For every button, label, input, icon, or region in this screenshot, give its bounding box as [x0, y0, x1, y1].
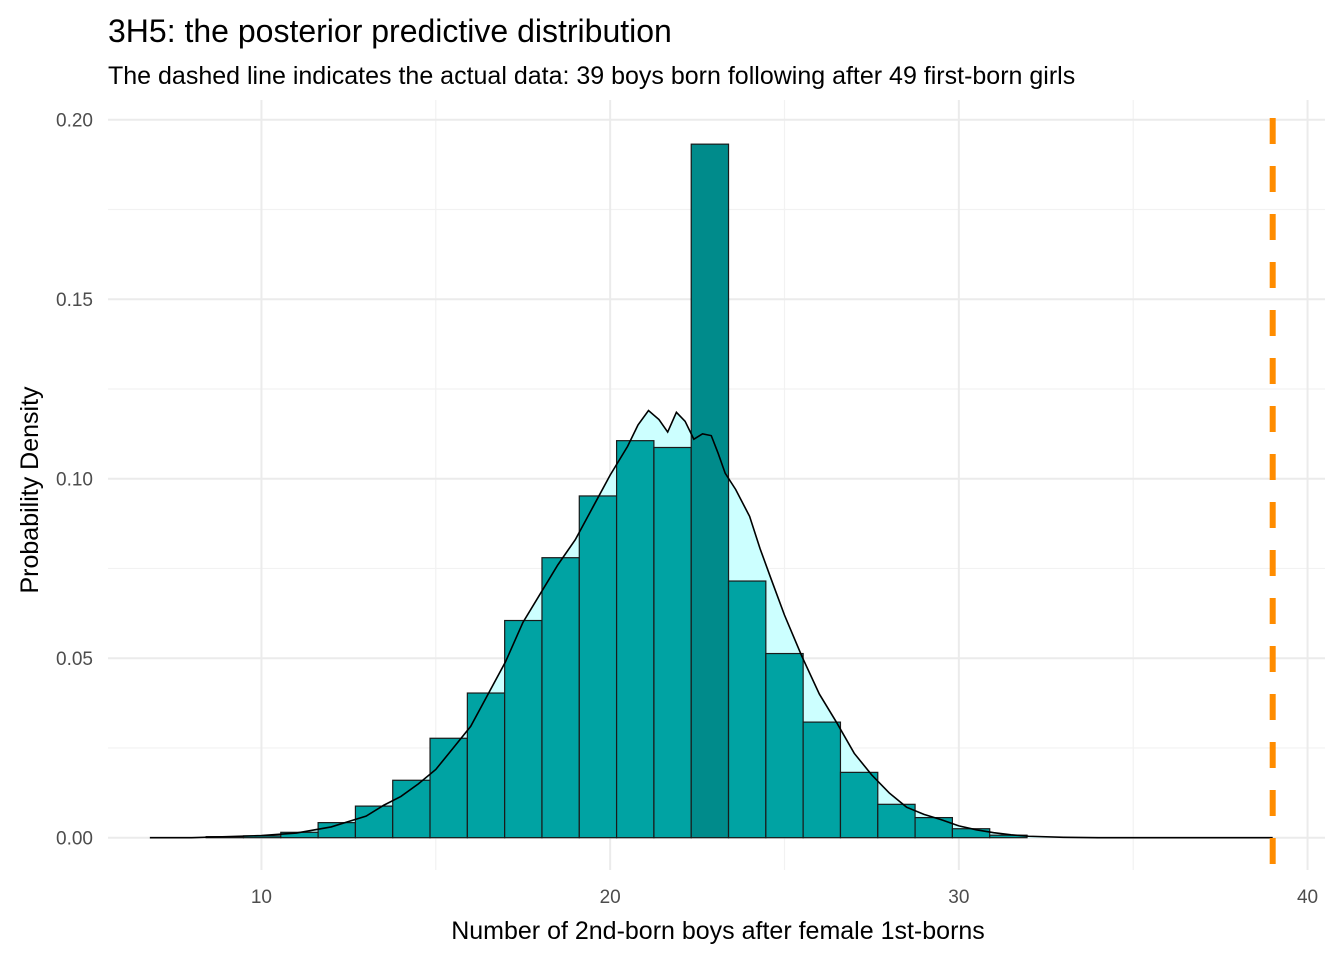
chart-subtitle: The dashed line indicates the actual dat…: [108, 62, 1075, 90]
histogram-bar: [951, 828, 991, 839]
histogram-bars: [205, 143, 1028, 839]
histogram-bar: [690, 143, 730, 839]
y-tick-label: 0.20: [56, 111, 93, 132]
histogram-bar: [615, 440, 655, 839]
histogram-bar: [504, 619, 543, 839]
y-tick-label: 0.05: [56, 649, 93, 670]
x-tick-label: 10: [251, 887, 272, 908]
chart-title: 3H5: the posterior predictive distributi…: [108, 13, 672, 49]
x-tick-label: 40: [1297, 887, 1318, 908]
axis-ticks: 10 20 30 40 0.00 0.05 0.10 0.15 0.20: [56, 111, 1318, 908]
y-tick-label: 0.00: [56, 829, 93, 850]
y-tick-label: 0.10: [56, 470, 93, 491]
histogram-bar: [802, 721, 842, 839]
histogram-bar: [765, 652, 804, 839]
histogram-bar: [839, 771, 879, 839]
histogram-bar: [653, 446, 692, 839]
x-tick-label: 20: [600, 887, 621, 908]
histogram-bar: [578, 495, 618, 839]
x-tick-label: 30: [948, 887, 969, 908]
histogram-bar: [466, 692, 506, 839]
histogram-bar: [877, 803, 916, 839]
density-outline-layer: [149, 409, 1273, 839]
x-axis-title: Number of 2nd-born boys after female 1st…: [451, 917, 985, 945]
y-axis-title: Probability Density: [16, 386, 44, 594]
y-tick-label: 0.15: [56, 290, 93, 311]
histogram-bar: [541, 557, 580, 839]
density-line: [149, 409, 1273, 839]
histogram-bar: [914, 816, 954, 839]
histogram-bar: [727, 580, 767, 839]
